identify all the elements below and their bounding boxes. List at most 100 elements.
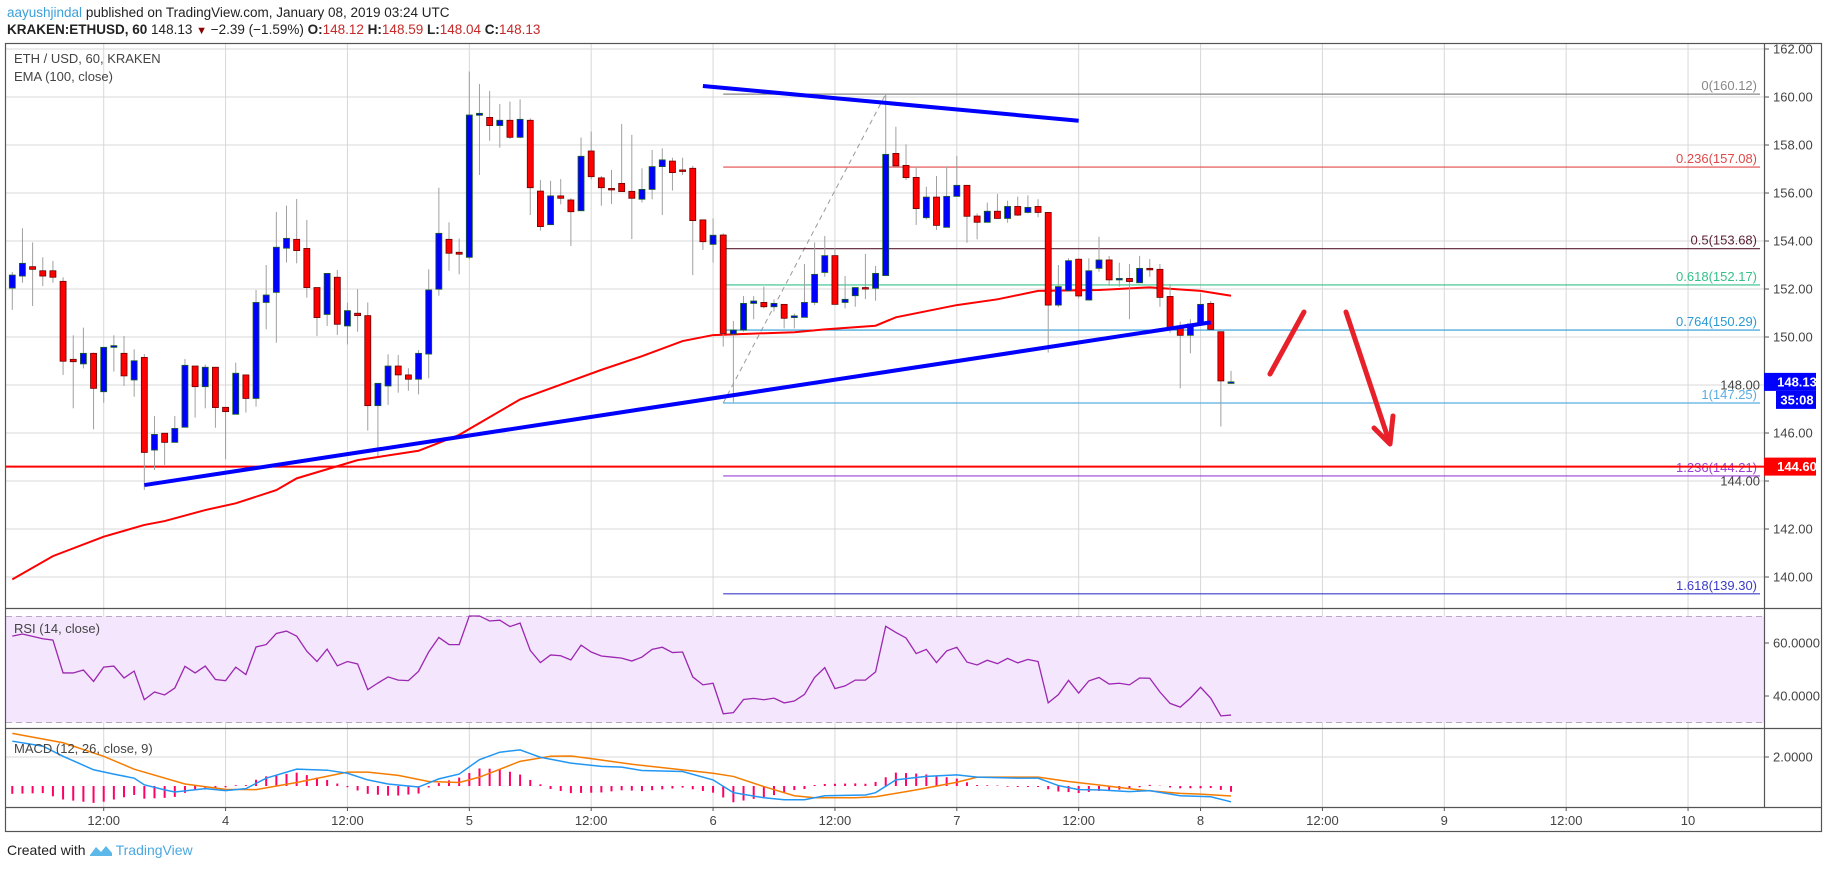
- candle: [161, 432, 169, 465]
- candle: [933, 175, 940, 230]
- candle: [1034, 199, 1042, 218]
- candle-body: [628, 190, 636, 199]
- candle: [638, 168, 646, 203]
- candle-body: [242, 374, 250, 399]
- candle: [801, 264, 808, 318]
- fib-level-label: 1.618(139.30): [1676, 578, 1757, 593]
- candle: [171, 415, 179, 443]
- candle-body: [19, 262, 26, 277]
- candle: [1166, 283, 1174, 333]
- tradingview-link[interactable]: TradingView: [115, 842, 193, 858]
- candle: [882, 94, 890, 276]
- symbol-info: KRAKEN:ETHUSD, 60 148.13 ▼ −2.39 (−1.59%…: [7, 22, 540, 37]
- author-link[interactable]: aayushjindal: [7, 5, 83, 20]
- candle: [59, 277, 67, 375]
- candle-body: [374, 382, 382, 407]
- candle-body: [1217, 331, 1225, 382]
- candle-body: [272, 246, 280, 293]
- rsi-band: [6, 616, 1764, 723]
- candle-body: [49, 270, 57, 278]
- candle: [19, 228, 26, 283]
- candle-body: [719, 234, 727, 334]
- candle-body: [354, 312, 362, 317]
- candle-body: [1095, 259, 1103, 269]
- candle-body: [313, 287, 321, 318]
- candle: [201, 364, 209, 409]
- open-value: 148.12: [322, 22, 364, 37]
- fibonacci-retracement[interactable]: 0(160.12) 0.236(157.08) 0.5(153.68) 0.618(1…: [722, 78, 1760, 595]
- annotation-down-arrow[interactable]: [1343, 309, 1396, 447]
- candle: [272, 211, 280, 343]
- price-tick-label: 156.00: [1773, 186, 1813, 201]
- candle-body: [344, 310, 351, 327]
- candle: [130, 349, 138, 397]
- rsi-legend[interactable]: RSI (14, close): [14, 621, 100, 636]
- candle: [526, 118, 534, 216]
- candle-body: [262, 294, 270, 303]
- candle-body: [537, 190, 544, 228]
- trendlines[interactable]: [144, 83, 1212, 488]
- price-change: −2.39 (−1.59%): [210, 22, 304, 37]
- candle-body: [333, 276, 341, 325]
- candle: [465, 71, 473, 260]
- candle: [750, 295, 758, 320]
- candle-body: [486, 117, 494, 126]
- candle-body: [679, 169, 686, 172]
- candle: [699, 219, 707, 250]
- last-price: 148.13: [151, 22, 193, 37]
- fib-level-label: 0(160.12): [1701, 78, 1757, 93]
- candle-body: [760, 302, 768, 308]
- candle-body: [943, 195, 951, 228]
- candle-body: [1014, 206, 1022, 216]
- candle: [1014, 196, 1022, 217]
- candle-body: [69, 358, 77, 363]
- candle-body: [425, 289, 433, 355]
- candle-body: [750, 300, 758, 304]
- candle-body: [567, 199, 575, 213]
- macd-legend[interactable]: MACD (12, 26, close, 9): [14, 741, 153, 756]
- candle: [994, 193, 1001, 219]
- published-text: published on TradingView.com, January 08…: [85, 5, 450, 20]
- support-trendline[interactable]: [144, 320, 1212, 488]
- ema-legend[interactable]: EMA (100, close): [14, 69, 113, 84]
- candle-body: [1054, 286, 1062, 306]
- candle-body: [201, 366, 209, 388]
- annotation-up-stroke[interactable]: [1267, 309, 1307, 377]
- candles: [8, 71, 1235, 490]
- candle-body: [922, 196, 930, 219]
- candle: [902, 144, 910, 181]
- candle: [364, 302, 372, 431]
- candle: [892, 126, 900, 167]
- candle-body: [729, 329, 737, 335]
- candle-body: [577, 155, 585, 212]
- candle-body: [912, 176, 920, 209]
- candle-body: [841, 298, 849, 303]
- resistance-trendline[interactable]: [702, 83, 1079, 123]
- axes[interactable]: 140.00 142.00 144.00 146.00 148.00 150.00 152.…: [87, 42, 1820, 829]
- candle: [1227, 370, 1235, 385]
- candle: [1146, 259, 1154, 277]
- main-series-legend[interactable]: ETH / USD, 60, KRAKEN: [14, 51, 161, 66]
- candle-body: [191, 365, 199, 388]
- annotation-arrows[interactable]: [1267, 309, 1396, 447]
- candle: [1065, 258, 1072, 292]
- candle: [313, 287, 321, 337]
- candle-body: [323, 272, 331, 315]
- candle: [953, 156, 961, 197]
- candle-body: [1105, 259, 1113, 281]
- tradingview-logo-icon: [89, 846, 112, 856]
- candle-body: [933, 196, 940, 226]
- time-tick-label: 9: [1441, 813, 1448, 828]
- candle: [384, 354, 392, 405]
- candle-body: [222, 406, 229, 413]
- candle-body: [953, 184, 961, 197]
- candle: [29, 242, 37, 307]
- created-with-text: Created with: [7, 842, 86, 858]
- candle: [618, 123, 626, 192]
- candle-body: [1227, 381, 1235, 384]
- candle-body: [851, 287, 859, 297]
- candle: [770, 299, 778, 312]
- price-tick-label: 162.00: [1773, 42, 1813, 57]
- candle: [567, 198, 575, 247]
